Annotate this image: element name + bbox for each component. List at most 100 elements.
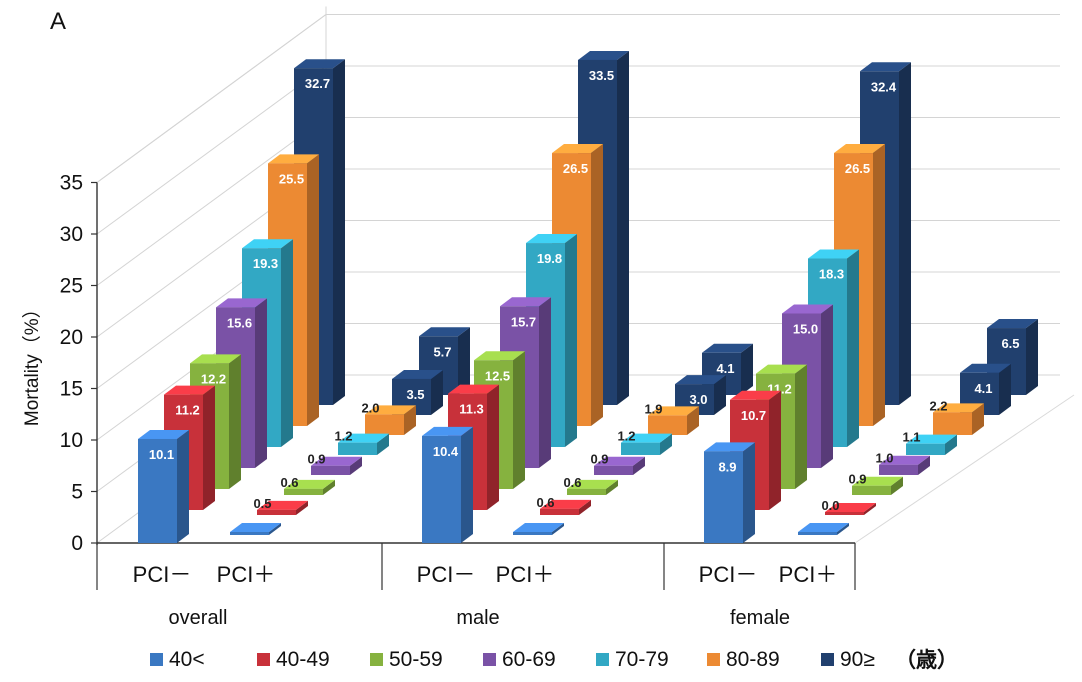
x-subgroup-label: PCI－ <box>417 562 476 587</box>
bar-top <box>242 239 293 249</box>
bar-top <box>798 523 849 532</box>
bar-data-label: 3.5 <box>406 387 424 402</box>
bar-side <box>229 354 241 489</box>
bar-data-label: 33.5 <box>589 68 614 83</box>
bar-top <box>825 503 876 512</box>
legend-label: 40< <box>169 648 205 671</box>
legend-item: 80-89 <box>707 648 780 671</box>
bar-top <box>808 249 859 259</box>
bar-front <box>230 532 269 535</box>
bar-front <box>257 509 296 515</box>
legend-item: 70-79 <box>596 648 669 671</box>
bar-front <box>284 488 323 495</box>
x-group-label: female <box>730 607 790 629</box>
bar-data-label: 5.7 <box>433 344 451 359</box>
bar-side <box>579 499 591 515</box>
bar-side <box>821 304 833 468</box>
bar-top <box>906 434 957 444</box>
bar-side <box>999 363 1011 415</box>
bar-data-label: 1.1 <box>902 430 920 445</box>
x-subgroup-label: PCI＋ <box>496 562 555 587</box>
legend-label: 80-89 <box>726 648 780 671</box>
bar-group-overall: 32.7 25.5 19.3 15.6 12.2 11.2 10.1 5.7 3.5 2.0 1.2… <box>138 59 470 543</box>
bar-group-female: 32.426.518.315.011.210.78.96.54.12.21.11… <box>704 62 1038 543</box>
bar-side <box>945 434 957 455</box>
floor-right-edge <box>854 394 1075 544</box>
bar: 10.4 <box>422 426 473 543</box>
bar-top <box>933 403 984 413</box>
legend-item: 60-69 <box>483 648 556 671</box>
bar-top <box>338 433 389 443</box>
bar-top <box>392 369 443 379</box>
bar-front <box>338 442 377 455</box>
bar: 1.0 <box>875 451 930 475</box>
bar-data-label: 10.7 <box>741 408 766 423</box>
bar-top <box>960 363 1011 373</box>
bar-top <box>675 375 726 385</box>
legend-label: 70-79 <box>615 648 669 671</box>
legend-label: 60-69 <box>502 648 556 671</box>
bar-front <box>648 415 687 435</box>
y-tick-label: 20 <box>60 326 83 349</box>
bar: 2.0 <box>361 400 416 435</box>
bar: 1.2 <box>334 429 389 455</box>
bar-top <box>284 479 335 489</box>
bar-data-label: 26.5 <box>563 161 588 176</box>
bar-side <box>513 351 525 489</box>
legend-label: 50-59 <box>389 648 443 671</box>
bar-top <box>190 354 241 364</box>
bar-side <box>633 456 645 475</box>
bar-top <box>594 456 645 466</box>
bar-front <box>138 438 177 543</box>
bar-data-label: 0.0 <box>821 498 839 513</box>
x-subgroup-label: PCI＋ <box>217 562 276 587</box>
bar-front <box>311 465 350 475</box>
bar <box>230 523 281 535</box>
bar-front <box>567 488 606 495</box>
bar-data-label: 10.1 <box>149 447 174 462</box>
legend-swatch <box>257 653 270 666</box>
bar-front <box>422 435 461 543</box>
bar-side <box>255 298 267 468</box>
bar-side <box>714 375 726 415</box>
bar-data-label: 3.0 <box>689 392 707 407</box>
bar-top <box>268 154 319 164</box>
bar-front <box>365 414 404 435</box>
bar-top <box>216 298 267 308</box>
bar <box>513 523 564 535</box>
bar-top <box>704 442 755 452</box>
bar-top <box>311 456 362 466</box>
bar: 0.6 <box>563 475 618 495</box>
bar-side <box>743 442 755 543</box>
legend-swatch <box>150 653 163 666</box>
y-tick-label: 15 <box>60 378 83 401</box>
bar-side <box>606 479 618 495</box>
bar-data-label: 11.2 <box>175 403 200 418</box>
bar-data-label: 25.5 <box>279 171 304 186</box>
bar-side <box>918 455 930 475</box>
bar-side <box>864 503 876 515</box>
bar-top <box>987 319 1038 329</box>
bar-side <box>552 523 564 535</box>
bar-front <box>933 412 972 435</box>
legend-label: 40-49 <box>276 648 330 671</box>
legend-swatch <box>821 653 834 666</box>
bar-side <box>617 50 629 405</box>
bar-data-label: 0.9 <box>590 452 608 467</box>
bar-data-label: 0.6 <box>280 475 298 490</box>
bar-side <box>873 144 885 427</box>
y-axis: 0 5 10 15 20 25 30 35 Mortality（%） <box>21 172 98 555</box>
bar-data-label: 1.2 <box>334 429 352 444</box>
bar-data-label: 1.0 <box>875 451 893 466</box>
bar-data-label: 12.2 <box>201 371 226 386</box>
bar: 1.9 <box>644 401 699 435</box>
bar-side <box>323 479 335 495</box>
bar <box>798 523 849 535</box>
bar-top <box>513 523 564 532</box>
x-group-label: overall <box>169 607 228 629</box>
bar-side <box>350 456 362 475</box>
panel-label: A <box>50 8 67 35</box>
legend-item: 40-49 <box>257 648 330 671</box>
bar: 8.9 <box>704 442 755 543</box>
